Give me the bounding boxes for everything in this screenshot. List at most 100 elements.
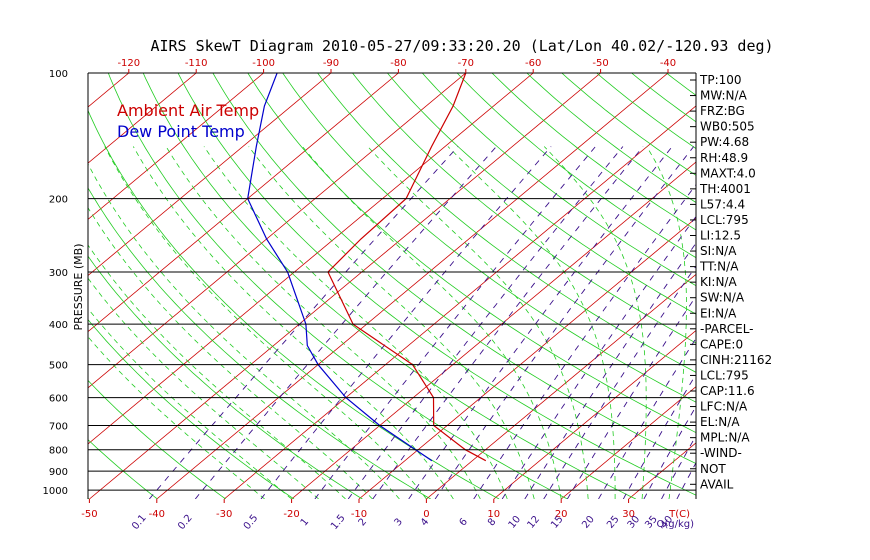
stats-item: LFC:N/A — [700, 400, 748, 414]
stats-item: FRZ:BG — [700, 104, 745, 118]
temperature-profile-line — [327, 73, 487, 462]
mixing-ratio-line — [408, 146, 673, 499]
isotherm-line — [291, 161, 696, 499]
legend-entry: Dew Point Temp — [117, 122, 245, 141]
mixing-ratio-label: 0.2 — [176, 513, 195, 532]
pressure-tick-label: 500 — [49, 361, 68, 372]
dry-adiabat-line — [88, 109, 500, 499]
isotherm-line — [358, 217, 696, 499]
mixing-ratio-label: 8 — [486, 516, 499, 528]
stats-item: -PARCEL- — [700, 322, 754, 336]
isotherm-line — [88, 73, 264, 220]
stats-item: WB0:505 — [700, 120, 755, 134]
mixing-ratio-label: 12 — [525, 514, 542, 531]
pressure-tick-label: 300 — [49, 268, 68, 279]
chart-title: AIRS SkewT Diagram 2010-05-27/09:33:20.2… — [150, 37, 773, 55]
top-temp-tick-label: -60 — [525, 58, 541, 69]
isotherm-line — [831, 73, 870, 499]
top-temp-tick-label: -100 — [252, 58, 275, 69]
mixing-ratio-line — [314, 146, 596, 499]
mixing-ratio-label: 20 — [580, 514, 597, 531]
stats-item: SW:N/A — [700, 291, 745, 305]
isotherm-line — [560, 386, 696, 499]
dry-adiabat-line — [666, 73, 696, 96]
stats-item: AVAIL — [700, 477, 734, 491]
moist-adiabat-line — [248, 146, 535, 499]
bottom-temp-tick-label: -50 — [81, 509, 97, 520]
stats-item: LI:12.5 — [700, 229, 741, 243]
top-temp-tick-label: -50 — [592, 58, 608, 69]
dry-adiabat-line — [317, 73, 696, 373]
bottom-temp-tick-label: -20 — [283, 509, 299, 520]
pressure-tick-label: 900 — [49, 467, 68, 478]
dry-adiabat-line — [282, 73, 696, 403]
stats-item: CINH:21162 — [700, 353, 772, 367]
dry-adiabat-line — [88, 319, 295, 499]
mixing-ratio-label: 0.1 — [130, 513, 149, 532]
stats-item: EL:N/A — [700, 415, 740, 429]
dry-adiabat-line — [526, 73, 696, 203]
pressure-tick-label: 1000 — [43, 486, 68, 497]
top-temp-tick-label: -80 — [390, 58, 406, 69]
stats-item: KI:N/A — [700, 275, 737, 289]
stats-item: EI:N/A — [700, 306, 737, 320]
stats-item: NOT — [700, 462, 726, 476]
stats-item: MAXT:4.0 — [700, 166, 756, 180]
moist-adiabat-line — [646, 146, 687, 499]
bottom-temp-tick-label: -40 — [149, 509, 165, 520]
moist-adiabat-line — [447, 146, 616, 499]
isotherm-line — [88, 73, 332, 277]
stats-item: MW:N/A — [700, 89, 748, 103]
sounding-profiles — [247, 73, 487, 462]
dry-adiabat-line — [88, 255, 363, 499]
bottom-temp-tick-label: -10 — [351, 509, 367, 520]
top-temp-tick-label: -90 — [323, 58, 339, 69]
mixing-ratio-label: 1 — [299, 516, 312, 528]
isotherm-line — [156, 73, 669, 499]
pressure-tick-label: 100 — [49, 69, 68, 80]
mixing-ratio-label: 10 — [507, 514, 524, 531]
dry-adiabat-line — [107, 73, 568, 499]
mixing-ratio-line — [347, 146, 624, 499]
dry-adiabat-line — [352, 73, 696, 344]
mixing-ratio-label: 6 — [458, 516, 471, 528]
mixing-ratio-line — [661, 434, 696, 499]
stats-item: PW:4.68 — [700, 135, 749, 149]
dry-adiabat-line — [771, 73, 870, 499]
stats-item: RH:48.9 — [700, 151, 748, 165]
stats-item: L57:4.4 — [700, 197, 745, 211]
moist-adiabat-line — [88, 163, 400, 499]
stats-item: LCL:795 — [700, 213, 749, 227]
moist-adiabat-line — [88, 206, 373, 499]
dry-adiabat-line — [561, 73, 696, 176]
isotherm-line — [89, 73, 601, 499]
stats-item: TH:4001 — [699, 182, 751, 196]
mixing-ratio-label: 3 — [393, 516, 406, 528]
chart-legend: Ambient Air Temp Dew Point Temp — [117, 101, 259, 141]
pressure-tick-label: 800 — [49, 446, 68, 457]
isotherm-line — [88, 73, 534, 445]
stats-item: MPL:N/A — [700, 431, 750, 445]
dry-adiabat-line — [422, 73, 696, 287]
mixing-ratio-label: 0.5 — [242, 513, 261, 532]
dry-adiabat-line — [491, 73, 696, 231]
bottom-temp-tick-label: 0 — [423, 509, 429, 520]
dewpoint-profile-line — [247, 73, 433, 462]
top-temp-tick-label: -110 — [185, 58, 208, 69]
stats-item: CAPE:0 — [700, 337, 743, 351]
mixing-ratio-unit-label: Q(g/kg) — [656, 519, 694, 530]
top-temp-tick-label: -40 — [660, 58, 676, 69]
mixing-ratio-label: 2 — [357, 516, 370, 528]
legend-entry: Ambient Air Temp — [117, 101, 259, 120]
stats-item: SI:N/A — [700, 244, 737, 258]
dry-adiabat-line — [177, 73, 696, 496]
stats-item: TP:100 — [699, 73, 742, 87]
pressure-tick-label: 400 — [49, 320, 68, 331]
dry-adiabat-line — [387, 73, 696, 315]
pressure-tick-label: 700 — [49, 422, 68, 433]
mixing-ratio-line — [566, 295, 696, 499]
dry-adiabat-line — [247, 73, 696, 434]
pressure-tick-label: 200 — [49, 195, 68, 206]
mixing-ratio-label: 25 — [605, 514, 622, 531]
